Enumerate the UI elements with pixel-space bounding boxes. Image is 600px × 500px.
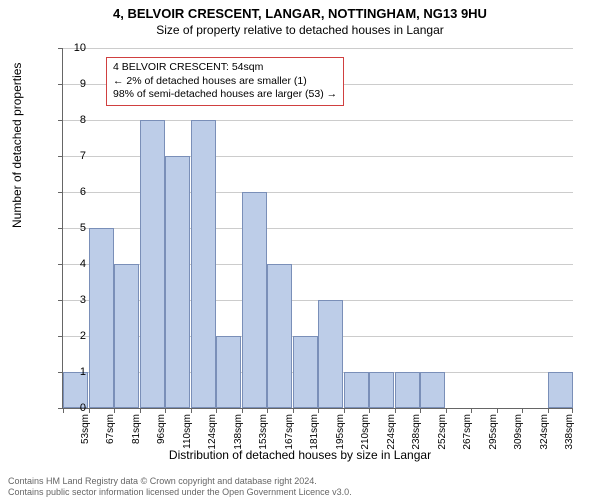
y-tick-mark — [58, 264, 63, 265]
histogram-bar — [395, 372, 420, 408]
y-tick-label: 1 — [66, 366, 86, 378]
x-tick-mark — [572, 408, 573, 413]
footer-attribution: Contains HM Land Registry data © Crown c… — [8, 476, 352, 499]
x-tick-mark — [548, 408, 549, 413]
x-tick-mark — [140, 408, 141, 413]
y-tick-label: 9 — [66, 78, 86, 90]
histogram-bar — [420, 372, 445, 408]
grid-line — [63, 48, 573, 49]
y-tick-mark — [58, 84, 63, 85]
histogram-bar — [344, 372, 369, 408]
x-tick-mark — [318, 408, 319, 413]
y-tick-mark — [58, 300, 63, 301]
chart-title: 4, BELVOIR CRESCENT, LANGAR, NOTTINGHAM,… — [0, 0, 600, 21]
y-axis-label: Number of detached properties — [10, 63, 24, 228]
x-tick-mark — [191, 408, 192, 413]
x-tick-mark — [242, 408, 243, 413]
histogram-bar — [318, 300, 343, 408]
histogram-bar — [242, 192, 267, 408]
histogram-bar — [216, 336, 241, 408]
x-tick-mark — [395, 408, 396, 413]
histogram-bar — [140, 120, 165, 408]
y-tick-mark — [58, 372, 63, 373]
footer-line1: Contains HM Land Registry data © Crown c… — [8, 476, 352, 487]
y-tick-label: 4 — [66, 258, 86, 270]
callout-box: 4 BELVOIR CRESCENT: 54sqm ← 2% of detach… — [106, 57, 344, 106]
x-tick-mark — [369, 408, 370, 413]
y-tick-label: 7 — [66, 150, 86, 162]
histogram-bar — [369, 372, 394, 408]
y-tick-label: 8 — [66, 114, 86, 126]
footer-line2: Contains public sector information licen… — [8, 487, 352, 498]
y-tick-mark — [58, 228, 63, 229]
x-tick-mark — [522, 408, 523, 413]
x-tick-mark — [216, 408, 217, 413]
x-tick-mark — [293, 408, 294, 413]
y-tick-mark — [58, 48, 63, 49]
x-tick-mark — [89, 408, 90, 413]
x-axis-label: Distribution of detached houses by size … — [0, 448, 600, 462]
callout-line2: ← 2% of detached houses are smaller (1) — [113, 75, 337, 89]
y-tick-label: 10 — [66, 42, 86, 54]
y-tick-label: 2 — [66, 330, 86, 342]
histogram-bar — [114, 264, 139, 408]
histogram-bar — [293, 336, 318, 408]
x-tick-mark — [114, 408, 115, 413]
callout-line1: 4 BELVOIR CRESCENT: 54sqm — [113, 61, 337, 75]
x-tick-mark — [497, 408, 498, 413]
x-tick-mark — [471, 408, 472, 413]
y-tick-mark — [58, 120, 63, 121]
y-tick-label: 3 — [66, 294, 86, 306]
histogram-bar — [89, 228, 114, 408]
y-tick-mark — [58, 192, 63, 193]
x-tick-mark — [63, 408, 64, 413]
y-tick-label: 5 — [66, 222, 86, 234]
y-tick-mark — [58, 336, 63, 337]
y-tick-mark — [58, 156, 63, 157]
histogram-bar — [267, 264, 292, 408]
y-tick-label: 0 — [66, 402, 86, 414]
histogram-bar — [191, 120, 216, 408]
histogram-bar — [548, 372, 573, 408]
histogram-bar — [165, 156, 190, 408]
x-tick-mark — [446, 408, 447, 413]
chart-subtitle: Size of property relative to detached ho… — [0, 21, 600, 37]
x-tick-mark — [165, 408, 166, 413]
callout-line3: 98% of semi-detached houses are larger (… — [113, 88, 337, 102]
x-tick-mark — [267, 408, 268, 413]
y-tick-label: 6 — [66, 186, 86, 198]
x-tick-mark — [344, 408, 345, 413]
x-tick-mark — [420, 408, 421, 413]
